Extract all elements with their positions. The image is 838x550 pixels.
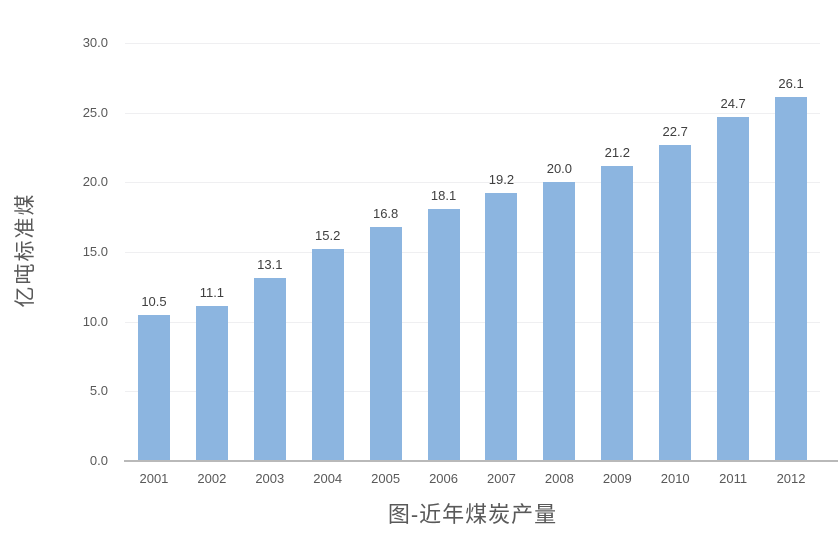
bar-value-label: 19.2 <box>488 172 515 188</box>
bar-2003 <box>253 278 286 461</box>
x-tick-label: 2004 <box>313 471 343 486</box>
bar-value-label: 16.8 <box>372 205 399 221</box>
x-tick-label: 2012 <box>776 471 806 486</box>
bar-value-label: 22.7 <box>662 123 688 139</box>
bar-2012 <box>775 97 808 461</box>
gridline <box>125 321 820 323</box>
x-tick-label: 2011 <box>719 471 748 486</box>
bar-2011 <box>717 116 750 461</box>
bar-value-label: 13.1 <box>257 257 283 273</box>
x-tick-label: 2008 <box>544 471 574 486</box>
gridline <box>125 112 820 114</box>
y-tick-label: 15.0 <box>82 244 108 259</box>
bar-value-label: 18.1 <box>430 187 457 203</box>
y-tick-label: 0.0 <box>89 453 108 468</box>
y-axis-title: 亿吨标准煤 <box>14 192 37 308</box>
x-tick-label: 2010 <box>660 471 690 486</box>
bar-value-label: 15.2 <box>315 228 341 244</box>
y-tick-label: 25.0 <box>82 104 108 120</box>
bar-2004 <box>311 249 344 461</box>
bar-2006 <box>427 208 460 461</box>
x-tick-label: 2007 <box>486 471 516 486</box>
y-tick-label: 10.0 <box>82 313 108 329</box>
gridline <box>125 182 820 184</box>
x-tick-label: 2005 <box>371 471 401 486</box>
x-tick-label: 2009 <box>602 471 632 486</box>
gridline <box>125 391 820 393</box>
plot-area: 10.5 11.1 13.1 15.2 16.8 18.1 19.2 20.0 21.2 22.7… <box>125 43 820 461</box>
bar-2008 <box>543 182 576 461</box>
x-tick-label: 2002 <box>197 471 227 486</box>
bar-2005 <box>369 226 402 461</box>
bar-value-label: 20.0 <box>546 161 573 177</box>
x-tick-label: 2001 <box>139 471 169 486</box>
y-tick-label: 30.0 <box>82 35 108 50</box>
bar-2009 <box>601 165 634 461</box>
bar-2002 <box>195 306 228 461</box>
x-tick-label: 2003 <box>255 471 285 486</box>
bar-2010 <box>659 144 692 461</box>
gridline <box>125 252 820 253</box>
chart-title: 图-近年煤炭产量 <box>387 502 558 527</box>
bar-2001 <box>137 314 170 461</box>
gridline <box>125 43 820 44</box>
bar-value-label: 10.5 <box>141 293 167 309</box>
y-tick-label: 5.0 <box>89 383 108 399</box>
bar-value-label: 24.7 <box>720 95 746 111</box>
bar-value-label: 21.2 <box>604 144 630 160</box>
bar-value-label: 11.1 <box>199 285 225 301</box>
x-tick-label: 2006 <box>429 471 458 486</box>
bar-2007 <box>485 193 518 461</box>
y-tick-label: 20.0 <box>82 174 108 190</box>
x-axis-line <box>124 459 838 462</box>
bar-value-label: 26.1 <box>778 76 804 92</box>
